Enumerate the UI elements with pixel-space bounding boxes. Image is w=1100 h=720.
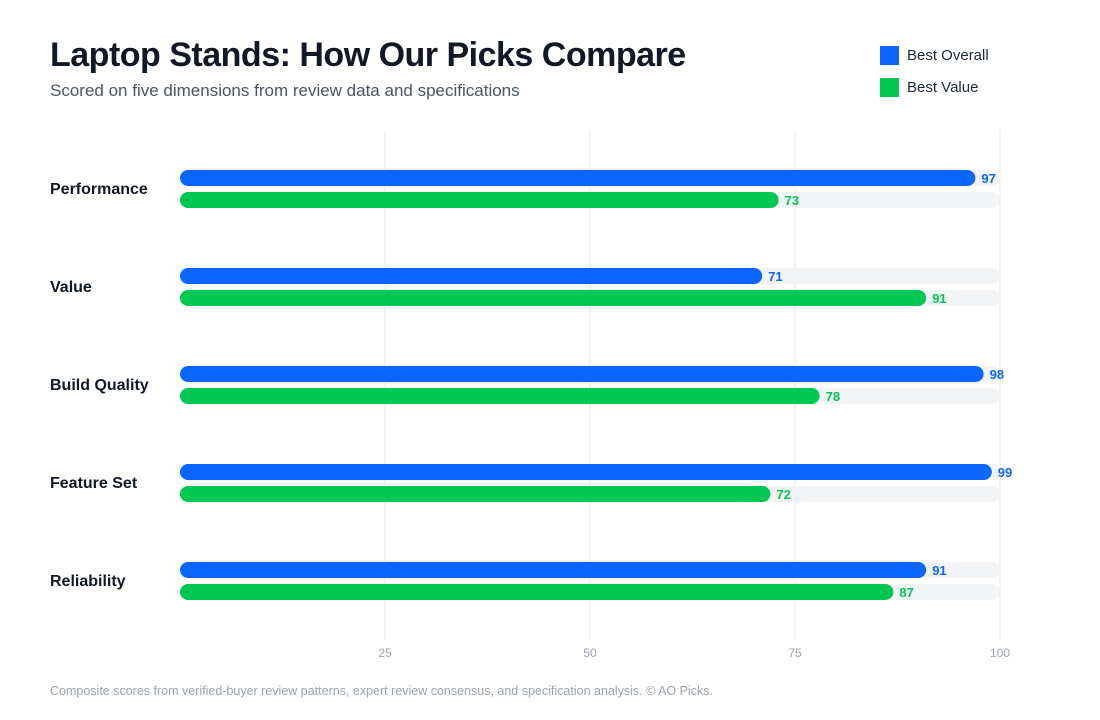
legend-swatch-best-value bbox=[880, 77, 899, 97]
legend-label-best-value: Best Value bbox=[907, 78, 979, 96]
value-label-reliability-best-overall: 91 bbox=[932, 563, 946, 578]
value-label-build-quality-best-value: 78 bbox=[826, 389, 840, 404]
category-label-build-quality: Build Quality bbox=[50, 377, 149, 394]
category-label-performance: Performance bbox=[50, 181, 148, 198]
value-label-build-quality-best-overall: 98 bbox=[990, 367, 1004, 382]
x-tick-label-75: 75 bbox=[788, 646, 802, 660]
category-label-feature-set: Feature Set bbox=[50, 475, 138, 492]
legend: Best Overall Best Value bbox=[880, 45, 989, 109]
category-label-reliability: Reliability bbox=[50, 573, 126, 590]
value-label-value-best-overall: 71 bbox=[768, 269, 782, 284]
legend-item-best-overall: Best Overall bbox=[880, 45, 989, 65]
value-label-feature-set-best-overall: 99 bbox=[998, 465, 1012, 480]
x-tick-label-25: 25 bbox=[378, 646, 392, 660]
value-label-performance-best-overall: 97 bbox=[981, 171, 995, 186]
chart-title: Laptop Stands: How Our Picks Compare bbox=[50, 36, 686, 74]
chart-subtitle: Scored on five dimensions from review da… bbox=[50, 81, 520, 100]
value-label-feature-set-best-value: 72 bbox=[776, 487, 790, 502]
x-tick-label-100: 100 bbox=[990, 646, 1010, 660]
legend-label-best-overall: Best Overall bbox=[907, 46, 989, 64]
legend-swatch-best-overall bbox=[880, 45, 899, 65]
value-label-value-best-value: 91 bbox=[932, 291, 946, 306]
footer-note: Composite scores from verified-buyer rev… bbox=[50, 684, 713, 698]
category-label-value: Value bbox=[50, 279, 92, 296]
x-tick-label-50: 50 bbox=[583, 646, 597, 660]
value-label-performance-best-value: 73 bbox=[785, 193, 799, 208]
legend-item-best-value: Best Value bbox=[880, 77, 989, 97]
value-label-reliability-best-value: 87 bbox=[899, 585, 913, 600]
